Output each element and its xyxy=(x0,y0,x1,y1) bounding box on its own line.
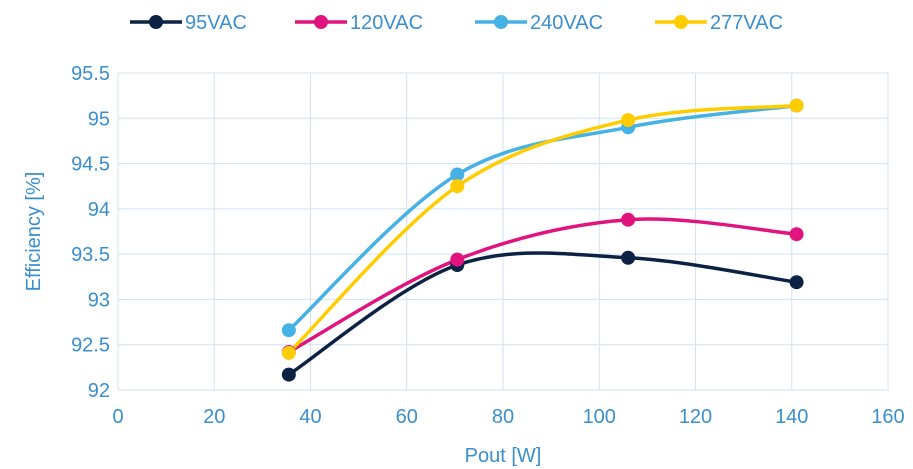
data-point-95vac xyxy=(281,367,296,382)
y-tick-label: 95.5 xyxy=(71,63,110,85)
y-tick-label: 94 xyxy=(88,199,110,221)
y-tick-label: 94.5 xyxy=(71,154,110,176)
data-point-95vac xyxy=(621,250,636,265)
x-tick-label: 0 xyxy=(112,406,123,428)
y-axis-title: Efficiency [%] xyxy=(23,172,45,292)
legend-item-120vac: 120VAC xyxy=(295,12,423,34)
data-point-240vac xyxy=(281,323,296,338)
legend-label: 95VAC xyxy=(185,12,247,34)
data-point-277vac xyxy=(621,113,636,128)
data-point-277vac xyxy=(281,345,296,360)
x-tick-label: 80 xyxy=(492,406,514,428)
y-tick-label: 92 xyxy=(88,380,110,402)
series-line-95vac xyxy=(287,251,799,377)
gridlines xyxy=(117,72,889,391)
legend-swatch-marker xyxy=(314,15,328,29)
data-point-277vac xyxy=(450,179,465,194)
legend-item-277vac: 277VAC xyxy=(655,12,783,34)
legend-item-95vac: 95VAC xyxy=(130,12,247,34)
x-tick-label: 160 xyxy=(871,406,904,428)
plot-area-border xyxy=(117,72,889,391)
data-point-120vac xyxy=(450,252,465,267)
data-point-277vac xyxy=(789,98,804,113)
y-tick-label: 93.5 xyxy=(71,244,110,266)
legend-swatch-marker xyxy=(674,15,688,29)
y-axis-ticks: 92 92.5 93 93.5 94 94.5 95 95.5 xyxy=(71,63,110,402)
series-points xyxy=(281,98,804,382)
data-point-240vac xyxy=(450,167,465,182)
series-line-240vac xyxy=(287,103,799,332)
x-axis-ticks: 0 20 40 60 80 100 120 140 160 xyxy=(112,406,904,428)
legend: 95VAC 120VAC 240VAC 277VAC xyxy=(130,12,783,34)
series-lines xyxy=(287,103,799,377)
x-tick-label: 60 xyxy=(396,406,418,428)
y-tick-label: 92.5 xyxy=(71,335,110,357)
x-tick-label: 140 xyxy=(775,406,808,428)
legend-swatch-marker xyxy=(494,15,508,29)
y-tick-label: 93 xyxy=(88,289,110,311)
x-axis-title: Pout [W] xyxy=(465,445,542,467)
legend-item-240vac: 240VAC xyxy=(475,12,603,34)
x-tick-label: 100 xyxy=(583,406,616,428)
series-line-120vac xyxy=(287,217,799,354)
data-point-120vac xyxy=(621,212,636,227)
data-point-120vac xyxy=(789,227,804,242)
legend-label: 120VAC xyxy=(350,12,423,34)
x-tick-label: 20 xyxy=(203,406,225,428)
x-tick-label: 120 xyxy=(679,406,712,428)
legend-label: 277VAC xyxy=(710,12,783,34)
data-point-95vac xyxy=(789,275,804,290)
series-line-277vac xyxy=(287,103,799,355)
legend-swatch-marker xyxy=(149,15,163,29)
x-tick-label: 40 xyxy=(299,406,321,428)
legend-label: 240VAC xyxy=(530,12,603,34)
y-tick-label: 95 xyxy=(88,108,110,130)
